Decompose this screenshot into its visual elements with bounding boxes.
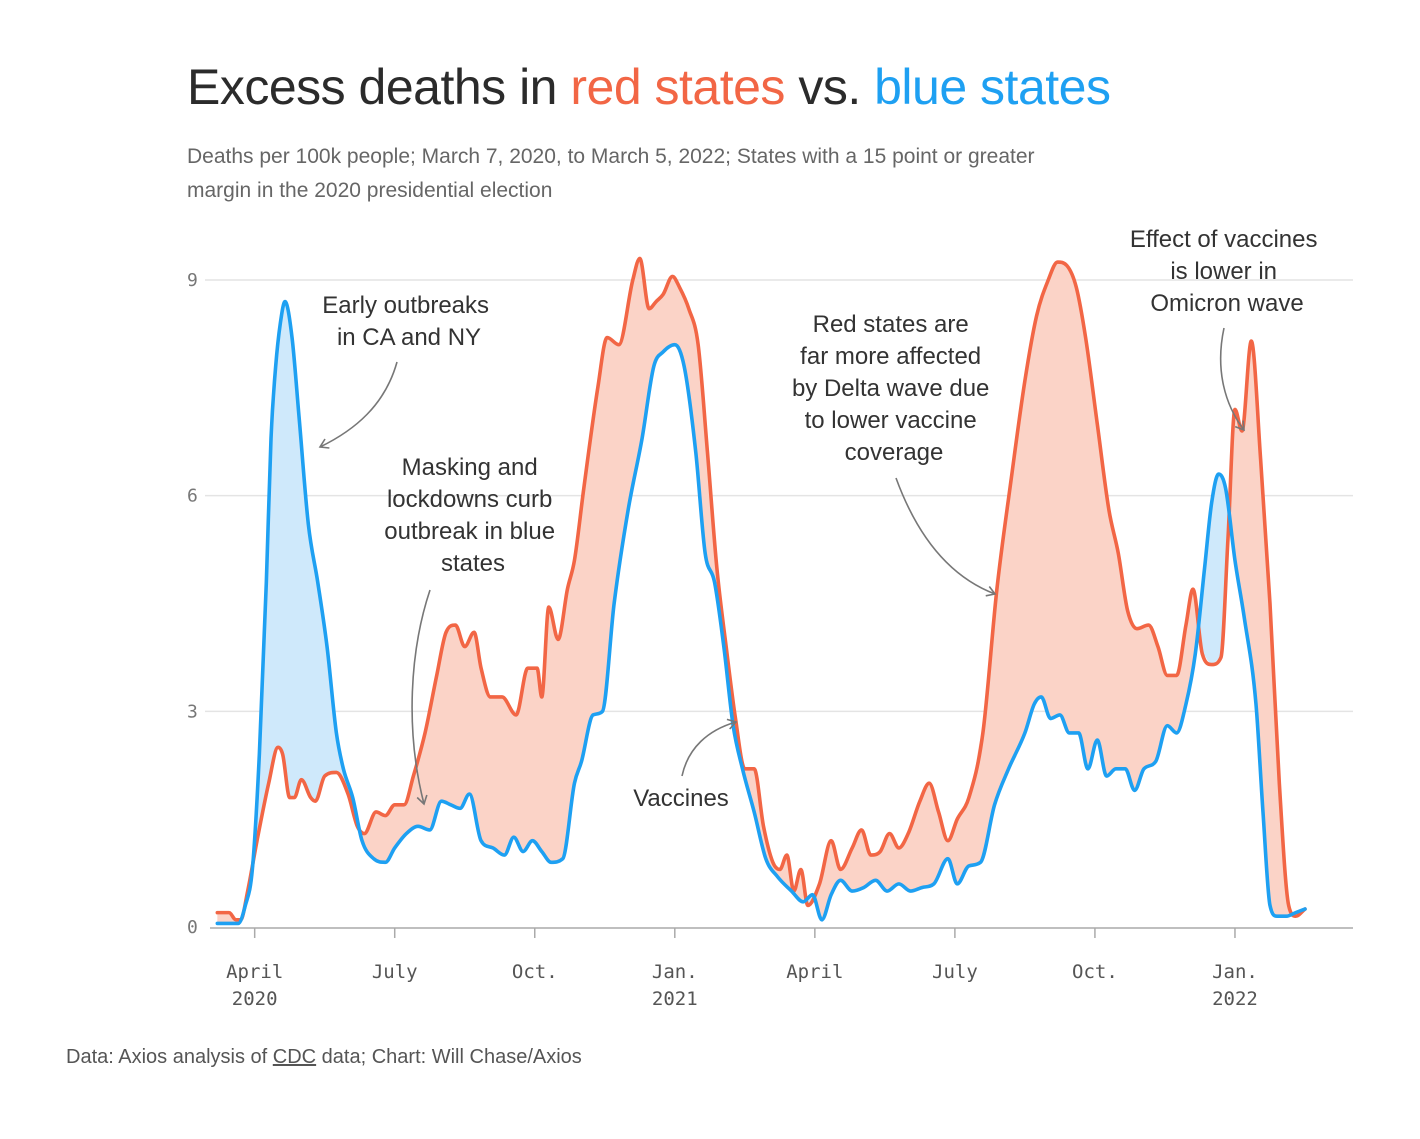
annotation-arrow-masking: [411, 589, 431, 806]
y-tick-label-3: 3: [187, 701, 198, 722]
chart-subtitle: Deaths per 100k people; March 7, 2020, t…: [187, 145, 1035, 202]
annotation-early-outbreaks: Early outbreaks in CA and NY: [322, 292, 495, 351]
annotation-arrow-early-outbreaks: [318, 361, 398, 449]
x-tick-label-7: Jan.: [1212, 961, 1258, 983]
x-tick-label-3: Jan.: [652, 961, 698, 983]
title-part2: vs.: [784, 59, 875, 115]
series-lines: [215, 256, 1307, 926]
x-tick-year-3: 2021: [652, 988, 698, 1010]
y-tick-label-0: 0: [187, 917, 198, 938]
x-tick-label-0: April: [226, 961, 283, 983]
annotation-omicron: Effect of vaccines is lower in Omicron w…: [1130, 226, 1324, 317]
title-red-states: red states: [570, 59, 785, 115]
x-tick-label-1: July: [372, 961, 418, 983]
x-tick-label-4: April: [786, 961, 843, 983]
difference-areas: [217, 258, 1305, 924]
x-tick-label-5: July: [932, 961, 978, 983]
x-tick-label-6: Oct.: [1072, 961, 1118, 983]
annotation-masking: Masking and lockdowns curb outbreak in b…: [384, 454, 561, 577]
title-part1: Excess deaths in: [187, 59, 571, 115]
annotation-arrow-delta: [895, 477, 997, 597]
footer-suffix: data; Chart: Will Chase/Axios: [316, 1046, 582, 1068]
red-excess-area-6: [359, 258, 807, 902]
axes: April 2020 July Oct. Jan. 2021 April July Oct. Ja…: [210, 927, 1353, 1010]
footer-prefix: Data: Axios analysis of: [66, 1046, 273, 1068]
annotations: Early outbreaks in CA and NY Masking and…: [322, 226, 1324, 812]
cdc-link[interactable]: CDC: [272, 1046, 317, 1068]
annotation-arrow-omicron: [1219, 327, 1245, 432]
y-tick-label-6: 6: [187, 486, 198, 507]
annotation-vaccines: Vaccines: [633, 785, 729, 812]
source-footer: Data: Axios analysis of CDC data; Chart:…: [66, 1046, 582, 1069]
chart-title: Excess deaths in red states vs. blue sta…: [187, 58, 1111, 116]
x-tick-year-7: 2022: [1212, 988, 1258, 1010]
annotation-arrows: [318, 327, 1245, 806]
x-tick-year-0: 2020: [232, 988, 278, 1010]
annotation-delta: Red states are far more affected by Delt…: [792, 311, 996, 466]
annotation-arrow-vaccines: [681, 718, 738, 777]
x-tick-label-2: Oct.: [512, 961, 558, 983]
y-tick-label-9: 9: [187, 270, 198, 291]
red-states-line: [215, 256, 1307, 922]
blue-states-line: [215, 299, 1307, 926]
title-blue-states: blue states: [874, 59, 1111, 115]
